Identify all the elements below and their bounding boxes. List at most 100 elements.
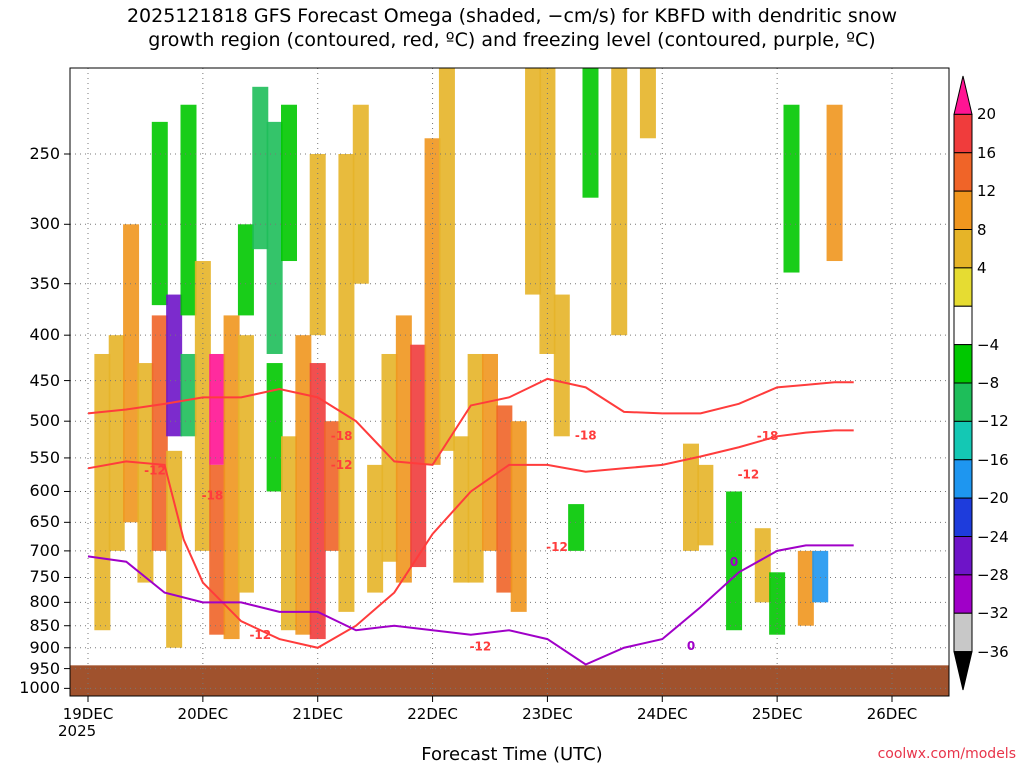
y-tick-label: 950 — [29, 658, 60, 678]
omega-cell — [726, 491, 743, 631]
colorbar-label: −28 — [977, 565, 1009, 584]
x-tick-label: 19DEC — [62, 705, 114, 723]
x-axis-title: Forecast Time (UTC) — [421, 744, 603, 765]
contour-label: -12 — [470, 640, 492, 654]
omega-cell — [180, 353, 197, 437]
contour-label: -12 — [144, 463, 166, 477]
colorbar-label: 16 — [977, 143, 997, 162]
colorbar-segment — [953, 574, 973, 614]
dendritic-contour — [87, 377, 854, 466]
omega-cell — [797, 550, 814, 626]
colorbar-label: −4 — [977, 335, 1000, 354]
colorbar-segment — [953, 152, 973, 192]
omega-cell — [539, 68, 556, 354]
omega-cell — [682, 443, 699, 551]
y-tick-label: 450 — [29, 370, 60, 390]
colorbar-label: −12 — [977, 412, 1009, 431]
colorbar-segment — [953, 305, 973, 346]
y-tick-label: 800 — [29, 592, 60, 612]
omega-cell — [510, 421, 527, 612]
y-tick-label: 550 — [29, 447, 60, 467]
omega-cell — [223, 315, 240, 640]
omega-cell — [367, 464, 384, 593]
colorbar-segment — [953, 113, 973, 154]
omega-cell — [137, 363, 154, 583]
colorbar-segment — [953, 497, 973, 537]
omega-cell — [453, 436, 470, 583]
colorbar-segment — [953, 267, 973, 307]
omega-cell — [151, 121, 168, 306]
omega-cell — [783, 104, 800, 273]
colorbar-label: 8 — [977, 220, 987, 239]
contour-label: -18 — [575, 428, 597, 442]
colorbar-segment — [953, 382, 973, 422]
dendritic-contour — [87, 429, 854, 649]
y-tick-label: 750 — [29, 567, 60, 587]
omega-cell — [525, 68, 542, 295]
omega-cell — [338, 154, 355, 612]
colorbar-label: 4 — [977, 258, 987, 277]
y-tick-label: 300 — [29, 214, 60, 234]
credit-link[interactable]: coolwx.com/models — [877, 746, 1016, 762]
colorbar-label: −32 — [977, 604, 1009, 623]
omega-cell — [381, 353, 398, 562]
contour-label: -12 — [738, 467, 760, 481]
colorbar-label: −24 — [977, 527, 1009, 546]
contour-label: -12 — [546, 540, 568, 554]
omega-cell — [252, 86, 269, 250]
colorbar-label: −16 — [977, 450, 1009, 469]
omega-cell — [194, 261, 211, 551]
omega-cell — [237, 335, 254, 593]
omega-cell — [94, 353, 111, 631]
y-tick-label: 1000 — [19, 678, 60, 698]
y-tick-label: 400 — [29, 325, 60, 345]
freezing-level-contour — [87, 544, 854, 666]
omega-cell — [438, 68, 455, 451]
contour-label: -12 — [249, 628, 271, 642]
chart-title-line-2: growth region (contoured, red, ºC) and f… — [148, 29, 876, 51]
colorbar-segment — [953, 190, 973, 230]
contour-label: -18 — [757, 429, 779, 443]
omega-cell — [395, 315, 412, 583]
contour-label: -18 — [331, 429, 353, 443]
x-axis-year: 2025 — [58, 722, 97, 740]
colorbar-label: 12 — [977, 182, 997, 201]
x-tick-label: 25DEC — [751, 705, 803, 723]
omega-cell — [496, 405, 513, 593]
colorbar-label: 20 — [977, 105, 997, 124]
omega-cell — [826, 104, 843, 262]
omega-cell — [410, 344, 427, 568]
omega-cell — [481, 353, 498, 551]
x-tick-label: 21DEC — [292, 705, 343, 723]
plot-frame — [69, 67, 950, 697]
omega-cell — [611, 68, 628, 336]
y-tick-label: 850 — [29, 615, 60, 635]
x-tick-label: 20DEC — [177, 705, 229, 723]
omega-cell — [280, 436, 297, 631]
omega-cell — [266, 121, 283, 354]
colorbar-segment — [953, 420, 973, 461]
omega-cell — [754, 528, 771, 603]
omega-cell — [424, 138, 441, 465]
omega-cell — [295, 335, 312, 635]
contour-label: -18 — [202, 489, 224, 503]
omega-cell — [467, 353, 484, 583]
colorbar-segment — [953, 459, 973, 499]
omega-cell — [352, 104, 369, 284]
omega-cell — [697, 464, 714, 546]
y-tick-label: 900 — [29, 637, 60, 657]
omega-cell — [209, 353, 226, 465]
omega-cell — [568, 504, 585, 551]
omega-cell — [553, 294, 570, 437]
colorbar-top-arrow — [953, 75, 973, 115]
y-tick-label: 600 — [29, 481, 60, 501]
y-tick-label: 350 — [29, 273, 60, 293]
omega-cell — [266, 363, 283, 492]
y-tick-label: 650 — [29, 512, 60, 532]
x-tick-label: 22DEC — [407, 705, 458, 723]
omega-cell — [151, 315, 168, 551]
x-tick-label: 24DEC — [636, 705, 688, 723]
omega-cell — [108, 335, 125, 551]
colorbar-segment — [953, 344, 973, 384]
omega-cell — [309, 363, 326, 640]
